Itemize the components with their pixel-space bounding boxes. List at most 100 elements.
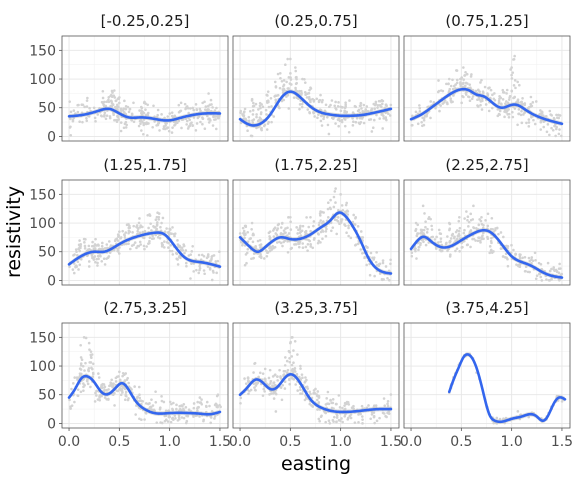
- scatter-point: [483, 85, 487, 89]
- scatter-point: [154, 400, 158, 404]
- scatter-point: [333, 104, 337, 108]
- scatter-point: [276, 93, 280, 97]
- scatter-point: [414, 247, 417, 250]
- scatter-point: [389, 258, 392, 262]
- scatter-point: [550, 267, 553, 271]
- facet-panel: [-0.25,0.25] 0 50 100 150: [29, 12, 229, 145]
- scatter-point: [414, 249, 417, 253]
- y-tick-label: 100: [29, 216, 56, 232]
- scatter-point: [182, 402, 186, 406]
- scatter-point: [518, 263, 522, 267]
- scatter-point: [160, 221, 163, 225]
- scatter-point: [136, 244, 140, 248]
- scatter-point: [305, 216, 308, 219]
- scatter-point: [506, 257, 509, 261]
- facet-panel: (3.25,3.75] 0.0 0.5 1.0 1.5: [229, 299, 402, 450]
- scatter-point: [137, 124, 141, 128]
- scatter-point: [306, 249, 309, 252]
- scatter-point: [83, 369, 86, 372]
- scatter-point: [353, 421, 357, 424]
- scatter-point: [158, 406, 162, 410]
- scatter-point: [339, 419, 342, 422]
- scatter-point: [178, 244, 182, 248]
- scatter-point: [429, 116, 432, 120]
- scatter-point: [321, 229, 324, 232]
- scatter-point: [351, 111, 355, 114]
- scatter-point: [266, 94, 269, 97]
- scatter-point: [268, 368, 272, 372]
- scatter-point: [266, 90, 270, 93]
- scatter-point: [156, 113, 159, 117]
- scatter-point: [487, 109, 491, 113]
- scatter-point: [316, 116, 319, 120]
- scatter-point: [299, 392, 302, 396]
- scatter-point: [367, 404, 370, 407]
- scatter-point: [502, 235, 505, 239]
- scatter-point: [265, 113, 268, 116]
- scatter-point: [144, 412, 148, 415]
- scatter-point: [445, 82, 448, 86]
- scatter-point: [454, 249, 457, 253]
- scatter-point: [516, 80, 519, 84]
- scatter-point: [263, 367, 267, 371]
- scatter-point: [164, 418, 168, 422]
- y-tick-label: 150: [29, 187, 56, 203]
- scatter-point: [463, 74, 466, 77]
- scatter-point: [539, 128, 543, 131]
- scatter-point: [294, 88, 298, 92]
- scatter-point: [539, 120, 543, 124]
- scatter-point: [155, 421, 159, 424]
- scatter-point: [376, 103, 380, 107]
- panel-border: [403, 35, 571, 142]
- scatter-point: [560, 134, 563, 138]
- scatter-point: [279, 226, 283, 229]
- scatter-point: [265, 254, 269, 258]
- scatter-point: [308, 402, 312, 406]
- scatter-point: [513, 95, 517, 99]
- scatter-point: [135, 246, 138, 250]
- scatter-point: [116, 239, 120, 242]
- scatter-point: [114, 99, 118, 103]
- scatter-point: [384, 265, 388, 268]
- scatter-point: [527, 106, 531, 109]
- scatter-point: [488, 86, 491, 89]
- scatter-point: [433, 238, 437, 241]
- scatter-point: [476, 88, 480, 92]
- scatter-point: [127, 229, 131, 233]
- scatter-point: [410, 124, 414, 127]
- scatter-point: [514, 252, 518, 256]
- scatter-point: [448, 227, 452, 231]
- scatter-point: [118, 246, 121, 249]
- scatter-point: [174, 251, 178, 255]
- scatter-point: [434, 247, 438, 250]
- scatter-point: [168, 227, 171, 231]
- scatter-point: [253, 361, 257, 365]
- scatter-point: [479, 81, 482, 84]
- scatter-point: [282, 373, 286, 376]
- scatter-point: [311, 246, 315, 250]
- scatter-point: [333, 190, 337, 193]
- scatter-point: [128, 107, 132, 111]
- scatter-point: [308, 111, 312, 115]
- scatter-point: [188, 124, 192, 128]
- scatter-point: [175, 403, 178, 407]
- scatter-point: [295, 226, 298, 229]
- scatter-point: [343, 414, 347, 418]
- scatter-point: [143, 229, 147, 233]
- scatter-point: [317, 100, 321, 104]
- scatter-point: [288, 82, 292, 85]
- scatter-point: [347, 403, 351, 406]
- scatter-point: [527, 256, 531, 260]
- scatter-point: [289, 76, 292, 79]
- scatter-point: [98, 398, 102, 402]
- scatter-point: [189, 277, 192, 280]
- scatter-point: [280, 79, 284, 83]
- scatter-point: [439, 237, 443, 240]
- scatter-point: [306, 108, 310, 111]
- scatter-point: [92, 106, 96, 110]
- scatter-point: [186, 127, 190, 130]
- scatter-point: [251, 240, 255, 244]
- scatter-point: [174, 417, 177, 420]
- scatter-point: [92, 258, 96, 261]
- scatter-point: [369, 251, 373, 255]
